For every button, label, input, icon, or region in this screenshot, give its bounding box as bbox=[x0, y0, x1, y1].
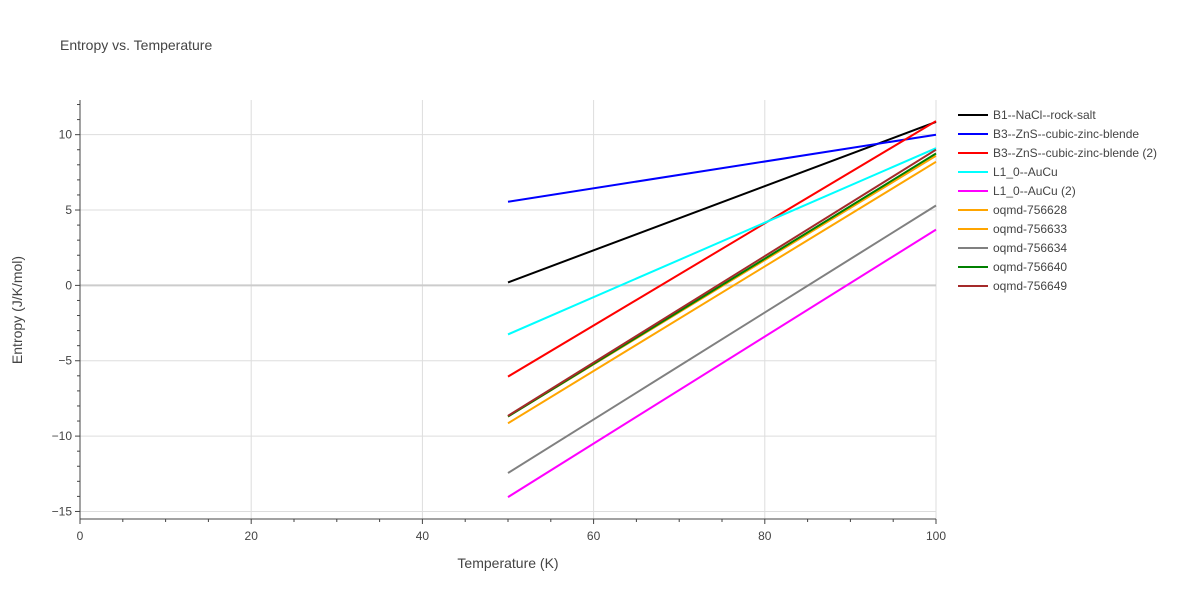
y-tick-label: −10 bbox=[52, 429, 73, 443]
x-tick-label: 100 bbox=[926, 529, 946, 543]
x-axis-title: Temperature (K) bbox=[457, 555, 558, 571]
y-tick-label: −5 bbox=[58, 354, 72, 368]
x-tick-label: 0 bbox=[77, 529, 84, 543]
legend-label: oqmd-756649 bbox=[993, 279, 1067, 293]
legend-label: B1--NaCl--rock-salt bbox=[993, 108, 1096, 122]
x-tick-label: 20 bbox=[245, 529, 259, 543]
y-tick-label: 10 bbox=[59, 128, 73, 142]
legend-label: L1_0--AuCu bbox=[993, 165, 1058, 179]
x-tick-label: 60 bbox=[587, 529, 601, 543]
y-tick-label: −15 bbox=[52, 504, 73, 518]
series-line-3 bbox=[507, 147, 937, 336]
series-line-7 bbox=[507, 204, 937, 474]
series-lines bbox=[507, 120, 937, 498]
legend-label: oqmd-756634 bbox=[993, 241, 1067, 255]
series-line-0 bbox=[507, 120, 937, 284]
y-tick-label: 0 bbox=[65, 278, 72, 292]
axes: 0 20 40 60 80 100 −15 −10 −5 0 5 10 bbox=[52, 100, 946, 543]
series-line-9 bbox=[507, 148, 937, 417]
legend-label: oqmd-756640 bbox=[993, 260, 1067, 274]
legend: B1--NaCl--rock-salt B3--ZnS--cubic-zinc-b… bbox=[958, 108, 1157, 293]
legend-label: oqmd-756633 bbox=[993, 222, 1067, 236]
chart-title: Entropy vs. Temperature bbox=[60, 37, 212, 53]
x-tick-label: 40 bbox=[416, 529, 430, 543]
series-line-4 bbox=[507, 228, 937, 498]
legend-label: oqmd-756628 bbox=[993, 203, 1067, 217]
series-line-6 bbox=[507, 160, 937, 425]
series-line-8 bbox=[507, 152, 937, 418]
y-tick-label: 5 bbox=[65, 203, 72, 217]
x-tick-label: 80 bbox=[758, 529, 772, 543]
legend-label: B3--ZnS--cubic-zinc-blende bbox=[993, 127, 1139, 141]
y-axis-title: Entropy (J/K/mol) bbox=[9, 256, 25, 364]
series-line-1 bbox=[507, 133, 937, 203]
series-line-2 bbox=[507, 120, 937, 378]
legend-label: L1_0--AuCu (2) bbox=[993, 184, 1076, 198]
legend-label: B3--ZnS--cubic-zinc-blende (2) bbox=[993, 146, 1157, 160]
